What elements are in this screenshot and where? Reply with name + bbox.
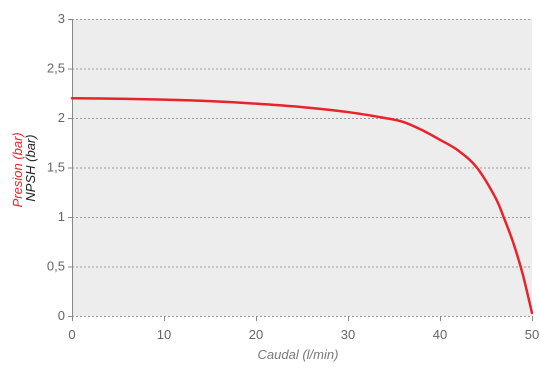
series-line: [70, 96, 534, 315]
y-tick-label: 3: [58, 11, 65, 26]
y-axis-label: Presion (bar) NPSH (bar): [10, 129, 38, 208]
x-tick-labels: 0 10 20 30 40 50: [68, 327, 539, 342]
y-tick-label: 1: [58, 209, 65, 224]
y-axis-label-npsh: NPSH (bar): [23, 134, 38, 201]
y-tick-label: 2: [58, 110, 65, 125]
y-tick-label: 2,5: [47, 61, 65, 76]
y-tick-label: 0,5: [47, 259, 65, 274]
x-tick-label: 40: [433, 327, 447, 342]
x-axis-label: Caudal (l/min): [258, 347, 339, 362]
x-tick-label: 10: [157, 327, 171, 342]
y-tick-labels: 0 0,5 1 1,5 2 2,5 3: [47, 11, 65, 323]
axes: [68, 19, 533, 321]
y-tick-label: 1,5: [47, 160, 65, 175]
x-tick-label: 50: [525, 327, 539, 342]
x-tick-label: 20: [249, 327, 263, 342]
y-tick-label: 0: [58, 308, 65, 323]
x-tick-label: 30: [341, 327, 355, 342]
x-tick-label: 0: [68, 327, 75, 342]
grid-lines: [72, 19, 532, 317]
series-lines: [70, 96, 534, 315]
y-axis-label-presion: Presion (bar): [10, 132, 25, 207]
